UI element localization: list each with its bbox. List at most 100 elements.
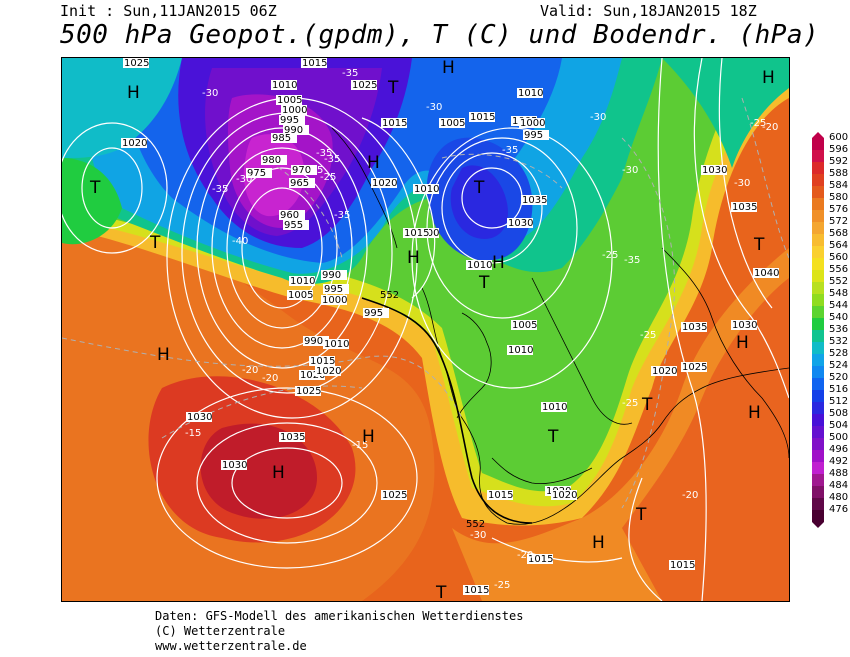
isotherm-label: -40 [232, 236, 248, 247]
isotherm-label: -25 [750, 118, 766, 129]
svg-text:1020: 1020 [552, 490, 577, 501]
legend-swatch [812, 366, 824, 378]
footer-website: www.wetterzentrale.de [155, 639, 307, 653]
legend-swatch [812, 378, 824, 390]
legend-value: 564 [829, 240, 849, 251]
isobar-label: 1010 [413, 184, 439, 195]
isobar-label: 1030 [701, 165, 727, 176]
isobar-label: 1035 [521, 195, 547, 206]
color-scale-legend: 600 596 592 588 584 580 576 572 568 564 560 556 552 5… [812, 132, 850, 528]
isotherm-label: -35 [324, 154, 340, 165]
footer-copyright: (C) Wetterzentrale [155, 624, 286, 638]
contour-552-label: 552 [380, 290, 399, 301]
isotherm-label: -35 [334, 210, 350, 221]
isobar-label: 1020 [121, 138, 147, 149]
isobar-label: 1005 [276, 95, 302, 106]
svg-text:990: 990 [304, 336, 323, 347]
high-pressure-marker: H [407, 248, 420, 268]
legend-value: 488 [829, 468, 849, 479]
isobar-label: 1020 [371, 178, 397, 189]
legend-swatch [812, 150, 824, 162]
low-pressure-marker: T [473, 178, 485, 198]
svg-text:1015: 1015 [464, 585, 489, 596]
svg-text:1010: 1010 [290, 276, 315, 287]
svg-text:1010: 1010 [414, 184, 439, 195]
legend-value: 536 [829, 324, 849, 335]
legend-value: 496 [829, 444, 849, 455]
isobar-label: 1030 [221, 460, 247, 471]
isotherm-label: -25 [320, 172, 336, 183]
isobar-label: 995 [363, 308, 389, 319]
high-pressure-marker: H [362, 427, 375, 447]
isotherm-label: -35 [307, 165, 323, 176]
chart-title: 500 hPa Geopot.(gpdm), T (C) und Bodendr… [60, 20, 820, 50]
legend-swatch [812, 330, 824, 342]
svg-text:1020: 1020 [300, 370, 325, 381]
svg-text:970: 970 [292, 165, 311, 176]
legend-swatch [812, 282, 824, 294]
legend-value: 504 [829, 420, 849, 431]
legend-value: 596 [829, 144, 849, 155]
weather-map: 552 552 1025 1020 1015 1010 1005 1000 995 990 98… [61, 57, 790, 602]
svg-text:1005: 1005 [512, 320, 537, 331]
legend-value: 508 [829, 408, 849, 419]
low-pressure-marker: T [387, 78, 399, 98]
svg-text:1030: 1030 [702, 165, 727, 176]
legend-swatch [812, 402, 824, 414]
isobar-label: 1015 [403, 228, 429, 239]
svg-text:1030: 1030 [508, 218, 533, 229]
isotherm-label: -30 [590, 112, 606, 123]
svg-text:1025: 1025 [382, 490, 407, 501]
legend-swatch [812, 342, 824, 354]
isobar-label: 1010 [541, 402, 567, 413]
isobar-label: 1025 [681, 362, 707, 373]
legend-swatch [812, 486, 824, 498]
legend-value: 500 [829, 432, 849, 443]
isotherm-label: -25 [622, 398, 638, 409]
svg-text:1015: 1015 [670, 560, 695, 571]
isobar-label: 1015 [469, 112, 495, 123]
legend-value: 532 [829, 336, 849, 347]
legend-value: 588 [829, 168, 849, 179]
high-pressure-marker: H [127, 83, 140, 103]
svg-text:1000: 1000 [282, 105, 307, 116]
isobar-label: 955 [283, 220, 309, 231]
low-pressure-marker: T [478, 273, 490, 293]
legend-value: 572 [829, 216, 849, 227]
svg-text:1000: 1000 [322, 295, 347, 306]
legend-value: 600 [829, 132, 849, 143]
isotherm-label: -15 [352, 440, 368, 451]
svg-text:990: 990 [322, 270, 341, 281]
svg-text:1035: 1035 [732, 202, 757, 213]
legend-swatch [812, 426, 824, 438]
legend-value: 524 [829, 360, 849, 371]
isobar-label: 1010 [507, 345, 533, 356]
legend-value: 540 [829, 312, 849, 323]
svg-text:1030: 1030 [732, 320, 757, 331]
svg-text:955: 955 [284, 220, 303, 231]
svg-text:975: 975 [247, 168, 266, 179]
isotherm-label: -25 [602, 250, 618, 261]
isotherm-label: -30 [470, 530, 486, 541]
isobar-label: 1020 [299, 370, 325, 381]
isotherm-label: -30 [426, 102, 442, 113]
svg-text:995: 995 [280, 115, 299, 126]
svg-text:995: 995 [524, 130, 543, 141]
legend-value: 560 [829, 252, 849, 263]
legend-swatch [812, 174, 824, 186]
isotherm-label: -35 [212, 184, 228, 195]
isotherm-label: -20 [262, 373, 278, 384]
isobar-label: 1005 [511, 320, 537, 331]
isotherm-label: -20 [762, 122, 778, 133]
isobar-label: 1025 [381, 490, 407, 501]
svg-text:995: 995 [324, 284, 343, 295]
legend-swatch [812, 270, 824, 282]
init-time: Init : Sun,11JAN2015 06Z [60, 2, 277, 20]
legend-swatch [812, 246, 824, 258]
isobar-label: 1010 [466, 260, 492, 271]
legend-value: 544 [829, 300, 849, 311]
legend-value: 576 [829, 204, 849, 215]
svg-text:1025: 1025 [682, 362, 707, 373]
